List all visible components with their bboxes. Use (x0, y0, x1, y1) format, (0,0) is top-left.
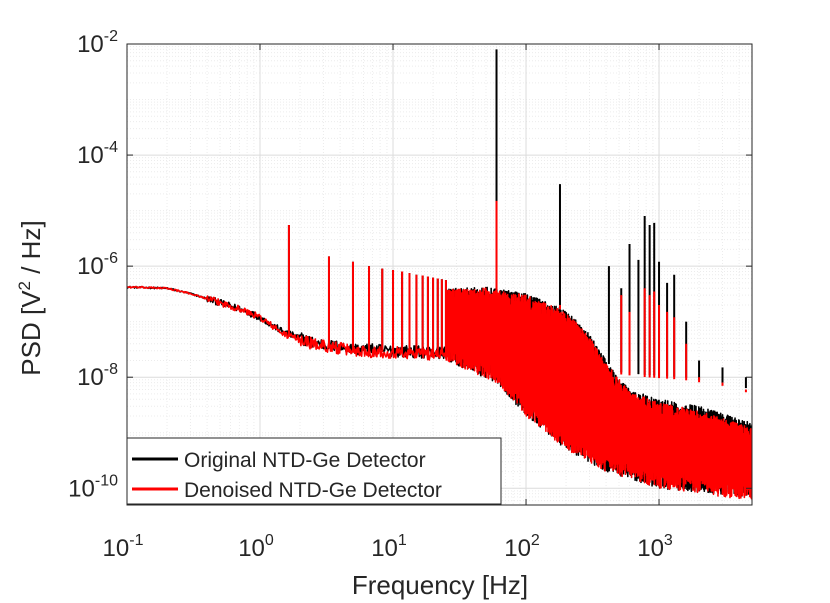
y-tick-label: 10-2 (77, 28, 118, 58)
x-tick-label: 100 (238, 532, 274, 562)
y-tick-label: 10-8 (77, 361, 118, 391)
y-tick-label-base: 10 (68, 475, 95, 502)
y-tick-label-base: 10 (77, 364, 104, 391)
y-tick-label-exponent: -4 (104, 139, 118, 156)
y-tick-label-base: 10 (77, 142, 104, 169)
x-axis-tick-labels: 10-1 100 101 102 103 (103, 532, 673, 562)
x-tick-label-exponent: 0 (265, 532, 274, 549)
axes-frame (126, 43, 753, 506)
series-layer (127, 49, 752, 500)
x-tick-label: 102 (504, 532, 540, 562)
y-axis-label-main: PSD [V (16, 290, 46, 376)
x-tick-label: 103 (637, 532, 673, 562)
legend-label-original: Original NTD-Ge Detector (184, 449, 426, 472)
y-tick-label-exponent: -8 (104, 361, 118, 378)
x-axis-label: Frequency [Hz] (352, 570, 528, 600)
y-tick-label-exponent: -10 (95, 472, 118, 489)
series-trace (127, 285, 752, 500)
y-tick-label-exponent: -2 (104, 28, 118, 45)
x-tick-label: 10-1 (103, 532, 144, 562)
legend-label-denoised: Denoised NTD-Ge Detector (184, 479, 442, 502)
x-tick-label-base: 10 (504, 535, 531, 562)
y-tick-label-exponent: -6 (104, 250, 118, 267)
legend: Original NTD-Ge Detector Denoised NTD-Ge… (126, 437, 502, 505)
minor-grid (127, 44, 753, 505)
y-axis-label: PSD [V2 / Hz] (15, 220, 46, 375)
legend-box (126, 437, 502, 505)
x-tick-label-exponent: 1 (398, 532, 407, 549)
x-tick-label-base: 10 (238, 535, 265, 562)
y-tick-label-base: 10 (77, 31, 104, 58)
x-tick-label-base: 10 (371, 535, 398, 562)
y-tick-label-base: 10 (77, 253, 104, 280)
series-denoised (127, 200, 752, 500)
x-tick-label-base: 10 (637, 535, 664, 562)
x-tick-label: 101 (371, 532, 407, 562)
y-tick-label: 10-6 (77, 250, 118, 280)
y-axis-label-rest: / Hz] (16, 220, 46, 281)
y-tick-label: 10-4 (77, 139, 118, 169)
x-tick-label-exponent: 2 (531, 532, 540, 549)
x-tick-label-base: 10 (103, 535, 130, 562)
x-tick-label-exponent: 3 (664, 532, 673, 549)
y-axis-label-superscript: 2 (15, 281, 34, 290)
x-tick-label-exponent: -1 (129, 532, 143, 549)
y-tick-label: 10-10 (68, 472, 118, 502)
